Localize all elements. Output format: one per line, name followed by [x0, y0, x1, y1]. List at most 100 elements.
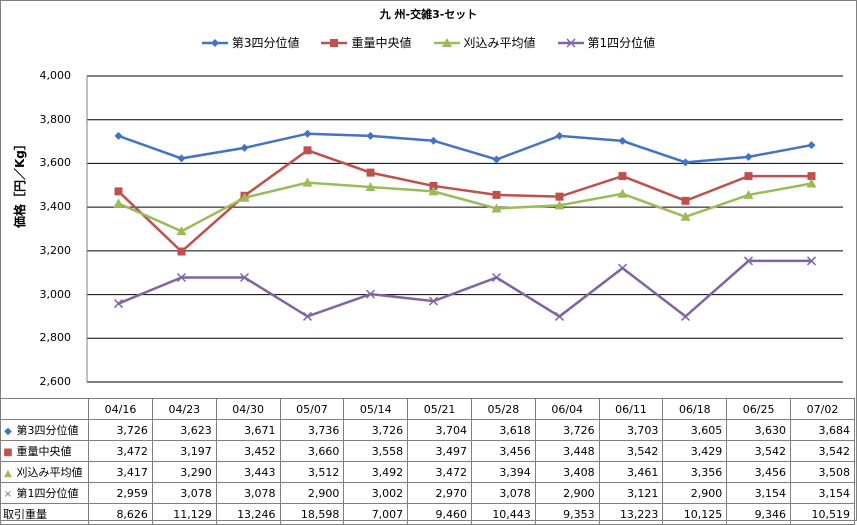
data-label: 7,007: [343, 503, 409, 525]
data-label: 3,290: [151, 461, 217, 483]
x-tick-label: 04/30: [215, 398, 281, 420]
data-label: 3,542: [790, 440, 855, 462]
y-axis-label: 価格［円／Kg］: [13, 138, 27, 228]
data-label: 3,448: [534, 440, 600, 462]
legend-label: 第3四分位値: [231, 36, 300, 50]
y-tick-label: 3,000: [39, 287, 72, 301]
data-label: 3,356: [662, 461, 728, 483]
y-tick-label: 3,800: [39, 112, 72, 126]
data-label: 3,726: [343, 419, 409, 441]
data-label: 9,460: [407, 503, 472, 525]
table-row-header: ■ 重量中央値: [0, 440, 90, 462]
legend-item: 刈込み平均値: [433, 34, 536, 51]
data-label: 3,660: [279, 440, 345, 462]
legend-key-icon: ■: [3, 447, 13, 458]
data-label: 2,900: [534, 482, 600, 504]
data-label: 2,970: [407, 482, 472, 504]
data-label: 18,598: [279, 503, 345, 525]
data-label: 3,542: [598, 440, 664, 462]
table-row: 取引重量 8,626 11,129 13,246 18,598 7,007 9,460 10,…: [0, 503, 855, 525]
data-label: 3,605: [662, 419, 728, 441]
data-label: 3,726: [88, 419, 153, 441]
data-label: 3,618: [471, 419, 536, 441]
legend-swatch: [321, 38, 348, 47]
data-label: 3,497: [407, 440, 472, 462]
data-label: 3,704: [407, 419, 472, 441]
x-tick-label: 06/04: [534, 398, 600, 420]
data-label: 2,900: [279, 482, 345, 504]
x-tick-label: 04/23: [151, 398, 217, 420]
table-row-header: ◆ 第3四分位値: [0, 419, 90, 441]
legend-item: 第1四分位値: [557, 34, 656, 51]
y-tick-label: 4,000: [39, 69, 72, 82]
table-header-row: 04/16 04/23 04/30 05/07 05/14 05/21 05/28 06/04…: [0, 398, 855, 420]
series-name: 第1四分位値: [13, 487, 79, 500]
data-label: 3,726: [534, 419, 600, 441]
legend-swatch: [433, 37, 460, 47]
chart-title: 九 州-交雑3-セット: [379, 8, 478, 21]
legend: 第3四分位値 重量中央値 刈込み平均値 第1四分位値: [0, 34, 857, 51]
data-point: [210, 38, 219, 47]
data-label: 3,154: [726, 482, 792, 504]
x-tick-label: 06/18: [662, 398, 728, 420]
data-label: 3,002: [343, 482, 409, 504]
data-label: 3,417: [88, 461, 153, 483]
data-label: 9,353: [534, 503, 600, 525]
data-label: 3,429: [662, 440, 728, 462]
y-tick-label: 2,800: [39, 331, 72, 345]
legend-item: 第3四分位値: [201, 34, 300, 51]
series-name: 刈込み平均値: [13, 466, 83, 479]
data-label: 10,443: [471, 503, 536, 525]
data-label: 2,959: [88, 482, 153, 504]
y-tick-label: 3,400: [39, 200, 72, 214]
table-row-header: × 第1四分位値: [0, 482, 90, 504]
data-label: 3,542: [726, 440, 792, 462]
data-label: 3,736: [279, 419, 345, 441]
data-label: 2,900: [662, 482, 728, 504]
series-name: 第3四分位値: [13, 424, 79, 437]
legend-label: 第1四分位値: [587, 36, 656, 50]
data-point: [565, 37, 576, 48]
data-label: 10,519: [790, 503, 855, 525]
legend-label: 刈込み平均値: [463, 36, 536, 50]
data-label: 3,623: [151, 419, 217, 441]
data-label: 3,394: [471, 461, 536, 483]
data-label: 3,558: [343, 440, 409, 462]
x-tick-label: 05/28: [471, 398, 536, 420]
x-tick-label: 04/16: [88, 398, 153, 420]
data-label: 3,197: [151, 440, 217, 462]
x-tick-label: 06/25: [726, 398, 792, 420]
data-label: 13,246: [215, 503, 281, 525]
data-label: 3,512: [279, 461, 345, 483]
data-label: 3,078: [151, 482, 217, 504]
data-label: 3,154: [790, 482, 855, 504]
data-label: 3,508: [790, 461, 855, 483]
table-row: ▲ 刈込み平均値 3,417 3,290 3,443 3,512 3,492 3,472 3,…: [0, 461, 855, 483]
data-label: 3,078: [471, 482, 536, 504]
data-label: 3,443: [215, 461, 281, 483]
data-label: 3,456: [726, 461, 792, 483]
data-label: 8,626: [88, 503, 153, 525]
y-tick-label: 2,600: [39, 375, 72, 388]
data-label: 3,492: [343, 461, 409, 483]
data-label: 10,125: [662, 503, 728, 525]
legend-swatch: [201, 38, 228, 47]
data-label: 3,121: [598, 482, 664, 504]
data-point: [441, 37, 452, 47]
table-corner: [0, 398, 90, 420]
series-name: 重量中央値: [13, 445, 72, 458]
data-label: 3,630: [726, 419, 792, 441]
data-label: 3,472: [407, 461, 472, 483]
data-point: [330, 38, 339, 47]
legend-key-icon: ▲: [4, 468, 12, 479]
table-row-header: 取引重量: [0, 503, 90, 525]
data-label: 3,456: [471, 440, 536, 462]
table-row: ◆ 第3四分位値 3,726 3,623 3,671 3,736 3,726 3,704 3,…: [0, 419, 855, 441]
data-label: 13,223: [598, 503, 664, 525]
data-label: 3,684: [790, 419, 855, 441]
data-label: 9,346: [726, 503, 792, 525]
x-tick-label: 05/07: [279, 398, 345, 420]
x-tick-label: 05/14: [343, 398, 409, 420]
data-label: 3,671: [215, 419, 281, 441]
data-label: 3,408: [534, 461, 600, 483]
